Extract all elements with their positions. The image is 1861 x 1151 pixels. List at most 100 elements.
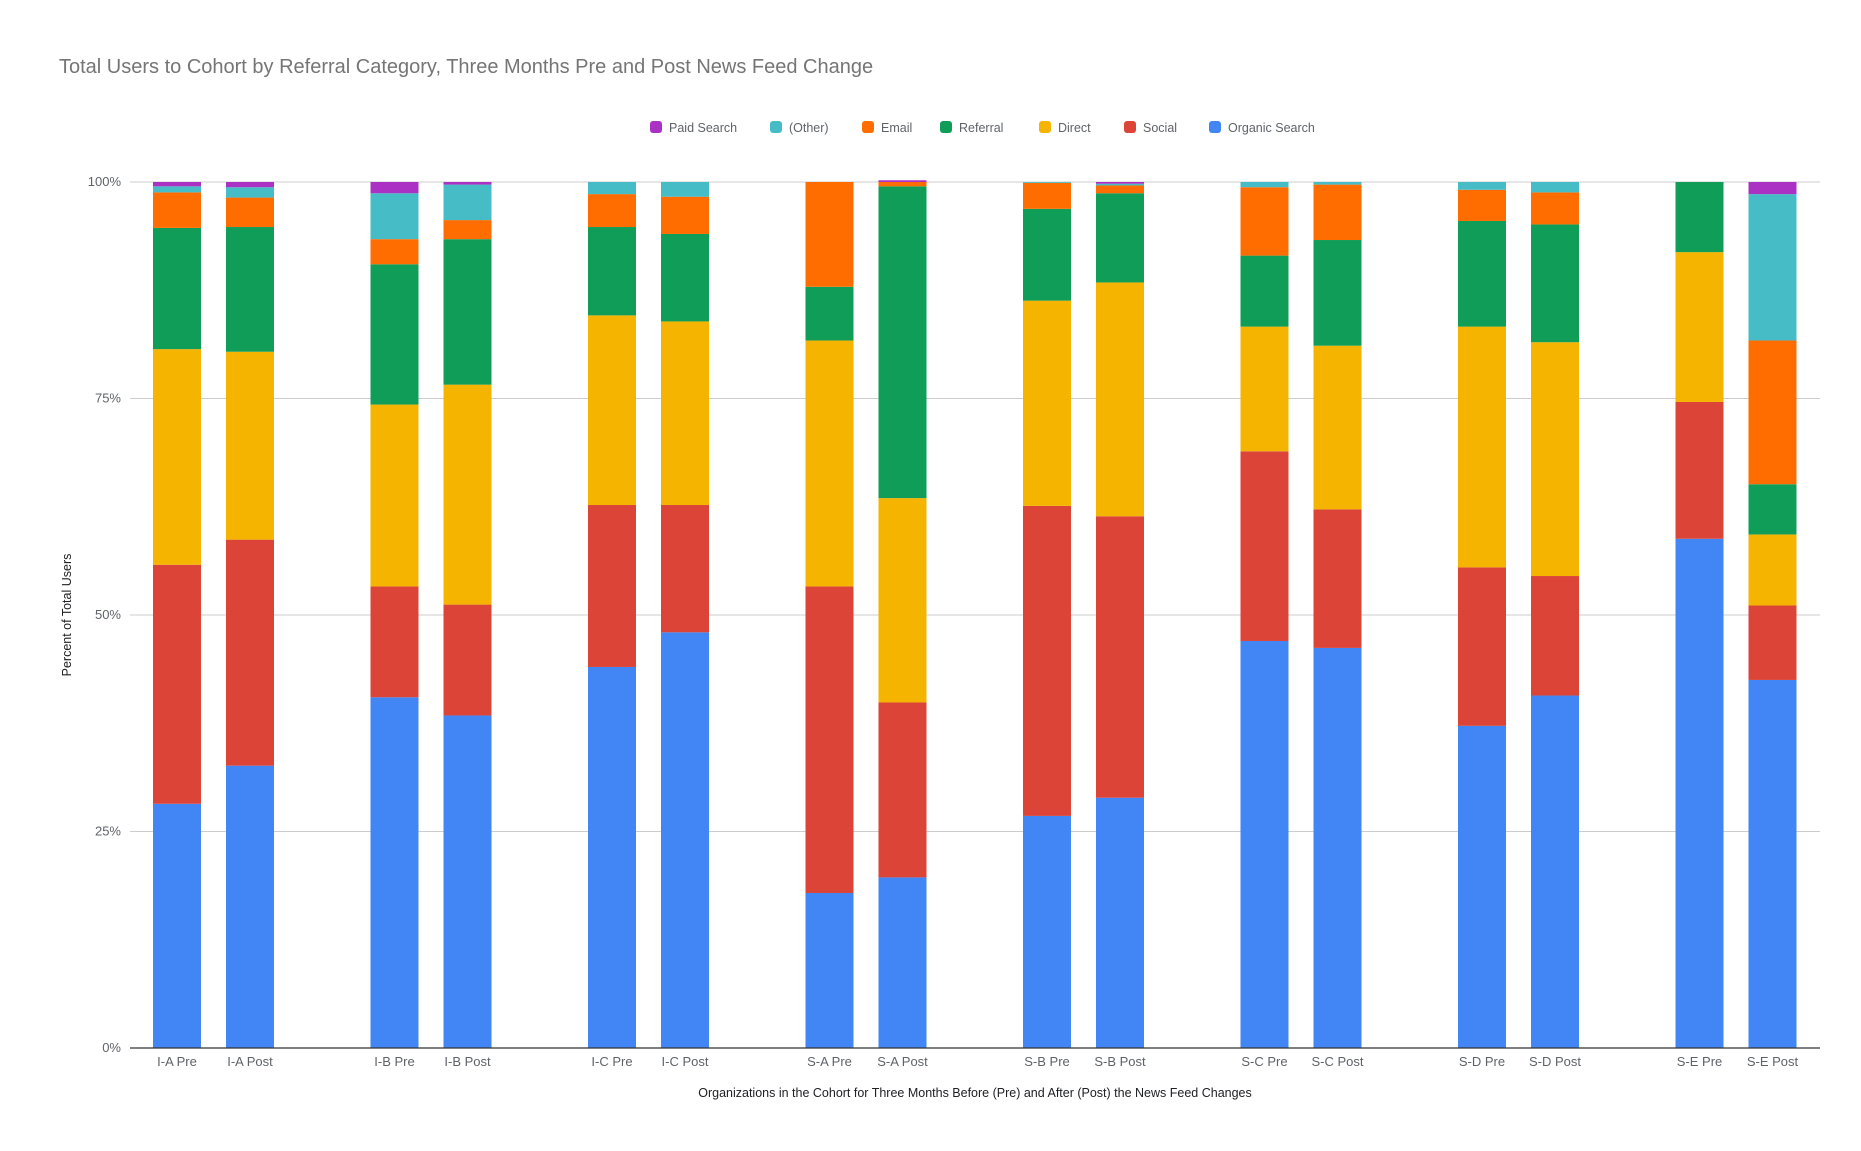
legend-swatch (862, 121, 874, 133)
bar-segment (1313, 184, 1362, 241)
bar-segment (1023, 208, 1071, 301)
legend-swatch (770, 121, 782, 133)
bar-segment (1313, 345, 1362, 510)
y-axis-title: Percent of Total Users (60, 554, 74, 677)
bar-segment (1675, 401, 1724, 539)
bar-segment (1240, 187, 1289, 256)
bar-segment (1096, 516, 1144, 798)
x-tick-label: S-E Post (1747, 1054, 1799, 1069)
bar-segment (1748, 534, 1797, 606)
bar-segment (226, 765, 274, 1048)
x-tick-label: I-C Post (662, 1054, 709, 1069)
bar-segment (443, 604, 492, 716)
bar-segment (1313, 509, 1362, 648)
bar-segment (1531, 695, 1579, 1048)
y-tick-label: 100% (88, 174, 122, 189)
bar-segment (588, 315, 636, 506)
bar-segment (153, 349, 201, 565)
bar-segment (1458, 220, 1506, 327)
bar-segment (370, 586, 419, 698)
bar-segment (1023, 182, 1071, 183)
bar-segment (1023, 182, 1071, 209)
y-tick-label: 75% (95, 391, 121, 406)
bar-segment (878, 180, 927, 182)
legend-label: Social (1143, 121, 1177, 135)
bar-segment (1748, 340, 1797, 485)
bar-segment (1748, 679, 1797, 1048)
bar-segment (1023, 300, 1071, 506)
bar-segment (1675, 182, 1724, 253)
bar-segment (1240, 255, 1289, 327)
x-tick-label: S-E Pre (1677, 1054, 1723, 1069)
x-tick-label: S-C Pre (1241, 1054, 1287, 1069)
bar-segment (1313, 240, 1362, 346)
bar-segment (1313, 647, 1362, 1048)
bar-segment (226, 351, 274, 540)
bar-segment (370, 264, 419, 405)
y-tick-label: 50% (95, 607, 121, 622)
bar-segment (805, 286, 854, 341)
bar-segment (1675, 252, 1724, 402)
bar-segment (805, 182, 854, 287)
bar-segment (443, 239, 492, 385)
legend-swatch (1209, 121, 1221, 133)
bar-segment (1458, 725, 1506, 1048)
legend-label: Referral (959, 121, 1003, 135)
bar-segment (588, 227, 636, 316)
bar-segment (661, 182, 709, 197)
y-tick-label: 0% (102, 1040, 121, 1055)
bar-segment (153, 192, 201, 228)
bar-segment (878, 182, 927, 187)
bar-segment (1240, 640, 1289, 1048)
bar-segment (226, 182, 274, 188)
bar-segment (878, 702, 927, 878)
bar-segment (1531, 576, 1579, 696)
y-tick-label: 25% (95, 824, 121, 839)
x-tick-label: S-A Pre (807, 1054, 852, 1069)
bar-segment (1458, 567, 1506, 726)
chart-title: Total Users to Cohort by Referral Catego… (59, 56, 874, 78)
bar-segment (1023, 505, 1071, 816)
legend-label: Email (881, 121, 912, 135)
bar-segment (153, 803, 201, 1048)
x-tick-label: S-A Post (877, 1054, 928, 1069)
bar-segment (1531, 342, 1579, 577)
bar-segment (226, 187, 274, 198)
x-tick-label: S-B Pre (1024, 1054, 1070, 1069)
legend-label: Organic Search (1228, 121, 1315, 135)
bar-segment (443, 184, 492, 221)
bar-segment (1240, 182, 1289, 188)
x-tick-label: I-B Post (444, 1054, 491, 1069)
x-tick-label: I-A Pre (157, 1054, 197, 1069)
bar-segment (370, 193, 419, 240)
bar-segment (1748, 194, 1797, 341)
x-tick-label: S-B Post (1094, 1054, 1146, 1069)
x-tick-label: S-C Post (1311, 1054, 1363, 1069)
bar-segment (805, 892, 854, 1048)
bar-segment (1748, 182, 1797, 195)
bar-segment (1096, 193, 1144, 283)
bar-segment (226, 227, 274, 352)
bar-segment (588, 505, 636, 667)
x-tick-label: S-D Post (1529, 1054, 1581, 1069)
bar-segment (226, 539, 274, 766)
x-axis-title: Organizations in the Cohort for Three Mo… (698, 1086, 1252, 1100)
legend-label: (Other) (789, 121, 829, 135)
bar-segment (443, 715, 492, 1048)
bar-segment (1023, 815, 1071, 1048)
bar-segment (1531, 192, 1579, 225)
bar-segment (878, 877, 927, 1048)
x-tick-label: S-D Pre (1459, 1054, 1505, 1069)
x-tick-label: I-C Pre (591, 1054, 632, 1069)
bar-segment (443, 220, 492, 240)
bar-segment (443, 384, 492, 605)
bar-segment (370, 239, 419, 265)
bar-segment (370, 182, 419, 194)
bar-segment (661, 233, 709, 322)
bar-segment (1748, 484, 1797, 535)
bar-segment (661, 632, 709, 1048)
legend-swatch (940, 121, 952, 133)
bar-segment (1748, 605, 1797, 680)
